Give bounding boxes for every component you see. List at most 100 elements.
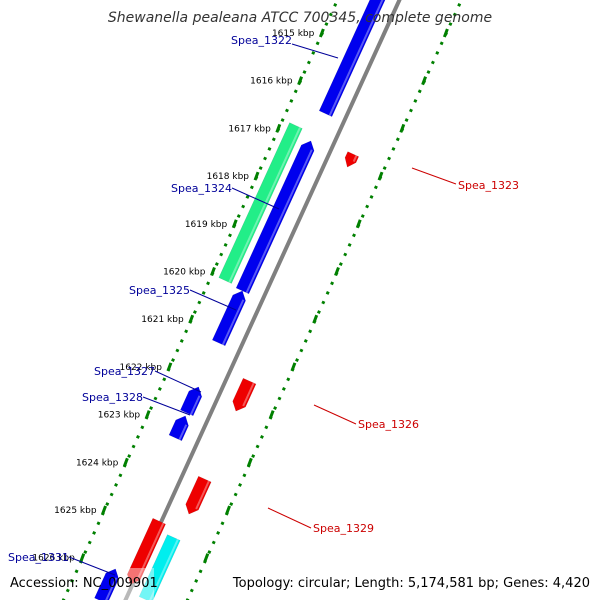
track-dot [171, 358, 175, 363]
track-dot [273, 406, 278, 411]
track-dot [333, 2, 338, 7]
gene-label-spea-1327[interactable]: Spea_1327 [94, 365, 155, 378]
gene-label-spea-1331[interactable]: Spea_1331 [8, 551, 69, 564]
track-dash [144, 410, 151, 420]
track-dot [277, 396, 282, 401]
gene-spea-1326[interactable] [232, 377, 257, 412]
gene-spea-1324[interactable] [218, 122, 303, 284]
track-dash [318, 28, 325, 38]
gene-spea-1331[interactable] [94, 568, 119, 600]
track-dot [435, 50, 440, 55]
track-dash [355, 219, 362, 229]
gene-label-spea-1322[interactable]: Spea_1322 [231, 34, 292, 47]
track-dot [83, 550, 88, 555]
track-dash [246, 457, 253, 467]
track-dot [352, 233, 356, 238]
track-dash [297, 76, 303, 86]
gene-spea-1328[interactable] [168, 415, 189, 442]
track-dot [321, 300, 326, 305]
track-dot [241, 204, 246, 209]
track-dot [184, 329, 189, 334]
label-leader-line [142, 396, 191, 416]
track-dash [421, 76, 427, 86]
track-dot [430, 60, 435, 65]
track-dot [286, 377, 291, 382]
kbp-tick-label: 1624 kbp [76, 458, 119, 468]
track-dot [153, 396, 158, 401]
kbp-tick-label: 1626 kbp [32, 554, 75, 564]
gene-spea-1322[interactable] [318, 0, 393, 117]
track-dash [203, 553, 210, 563]
gene-label-spea-1323[interactable]: Spea_1323 [458, 179, 519, 192]
gene-spea-1323[interactable] [344, 151, 360, 168]
track-dot [74, 569, 79, 574]
track-dot [114, 482, 118, 487]
kbp-tick-label: 1616 kbp [250, 77, 293, 87]
track-dash [188, 314, 195, 324]
track-dot [135, 434, 140, 439]
gene-label-spea-1325[interactable]: Spea_1325 [129, 284, 190, 297]
track-dot [295, 358, 299, 363]
track-dot [360, 214, 365, 219]
track-dot [251, 454, 256, 459]
track-dot [249, 185, 254, 190]
track-dot [228, 233, 232, 238]
track-dot [330, 281, 335, 286]
gene-spea-1325[interactable] [211, 290, 246, 347]
genome-backbone [123, 0, 402, 600]
track-dot [413, 98, 418, 103]
track-dot [211, 540, 216, 545]
track-dash [275, 123, 282, 133]
tick-tracks [61, 2, 462, 600]
track-dot [448, 22, 453, 27]
track-dot [179, 338, 184, 343]
track-dot [175, 348, 180, 353]
track-dash [399, 123, 406, 133]
gene-spea-1329a[interactable] [185, 475, 212, 515]
track-dash [377, 171, 384, 181]
track-dot [271, 137, 276, 142]
track-dot [263, 156, 268, 161]
track-dot [214, 262, 219, 267]
gene-spea-1324b[interactable] [235, 140, 315, 295]
gene-label-spea-1329[interactable]: Spea_1329 [313, 522, 374, 535]
track-dot [242, 473, 247, 478]
gene-spea-1324-highlight [228, 127, 301, 283]
track-dash [210, 266, 216, 277]
track-dot [131, 444, 136, 449]
gene-rna-cyan[interactable] [138, 534, 181, 600]
track-dot [65, 588, 70, 593]
track-dot [308, 329, 313, 334]
track-dot [387, 156, 392, 161]
track-dot [391, 146, 396, 151]
track-dot [223, 242, 228, 247]
label-leader-line [189, 289, 237, 311]
gene-label-spea-1328[interactable]: Spea_1328 [82, 391, 143, 404]
track-dash [290, 362, 297, 372]
kbp-tick-label: 1621 kbp [141, 315, 184, 325]
track-dot [452, 12, 457, 17]
track-dot [289, 98, 294, 103]
track-dot [311, 50, 316, 55]
gene-label-spea-1326[interactable]: Spea_1326 [358, 418, 419, 431]
gene-label-spea-1324[interactable]: Spea_1324 [171, 182, 232, 195]
track-dot [373, 185, 378, 190]
track-dot [219, 252, 224, 257]
track-dot [245, 194, 250, 199]
track-dash [253, 171, 260, 181]
kbp-tick-label: 1622 kbp [120, 363, 163, 373]
gene-spea-1329b[interactable] [127, 517, 166, 585]
track-dash [225, 505, 231, 515]
track-dot [324, 22, 329, 27]
track-dot [347, 242, 352, 247]
gene-spea-1326-highlight [242, 382, 255, 407]
track-dot [302, 70, 307, 75]
label-leader-line [313, 404, 357, 425]
label-leader-line [68, 556, 116, 576]
track-dot [162, 377, 167, 382]
track-dot [281, 386, 286, 391]
gene-spea-1325-highlight [221, 299, 245, 346]
track-dash [334, 266, 340, 277]
